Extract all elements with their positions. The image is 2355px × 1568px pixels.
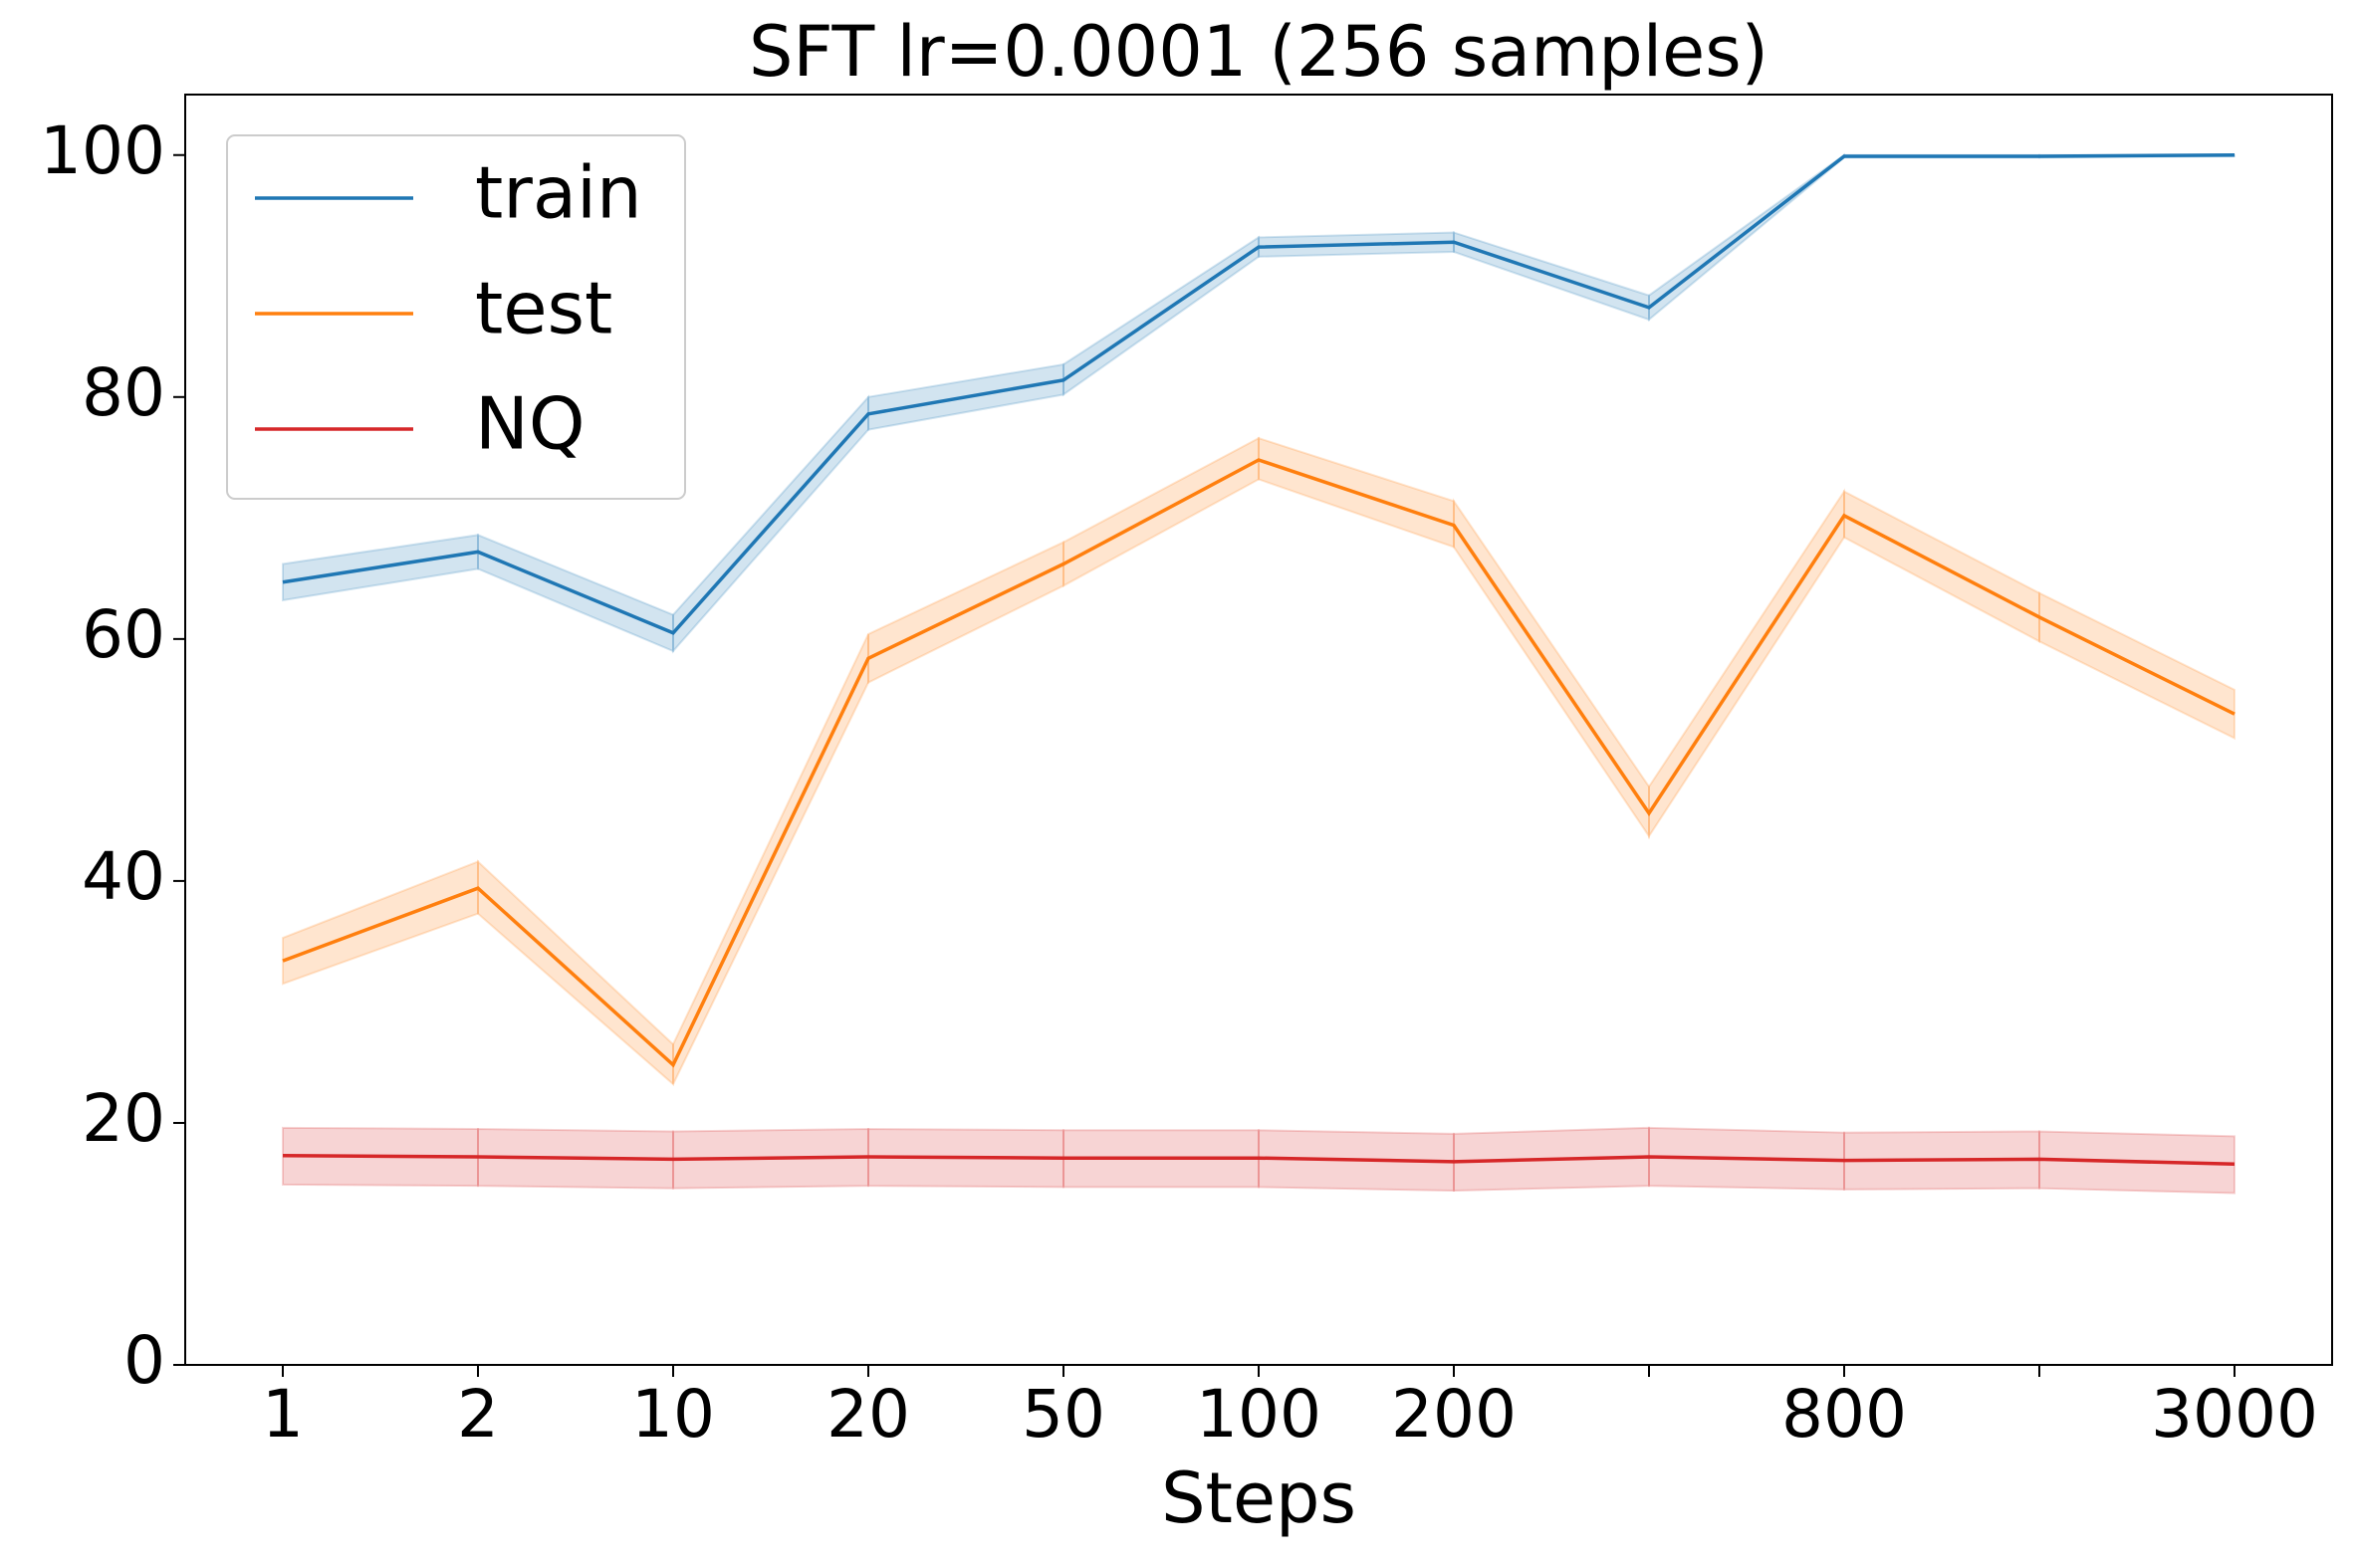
chart-title: SFT lr=0.0001 (256 samples) — [749, 11, 1768, 93]
plot-frame — [184, 94, 2333, 1366]
legend-box — [226, 134, 686, 500]
y-tick-label: 0 — [123, 1322, 165, 1399]
legend-label: train — [475, 151, 642, 235]
x-tick-label: 1 — [262, 1376, 304, 1453]
x-tick-label: 800 — [1781, 1376, 1907, 1453]
x-tick-label: 200 — [1391, 1376, 1517, 1453]
y-tick-label: 20 — [82, 1080, 165, 1157]
series-line — [282, 458, 2236, 1068]
legend-label: test — [475, 267, 612, 350]
legend-label: NQ — [475, 382, 586, 466]
y-tick-label: 60 — [82, 596, 165, 673]
confidence-band — [1062, 235, 1260, 397]
series-line — [282, 153, 2236, 635]
x-tick-label: 2 — [457, 1376, 499, 1453]
confidence-band — [477, 859, 674, 1087]
x-axis-label: Steps — [1161, 1457, 1356, 1539]
x-tick-label: 100 — [1196, 1376, 1321, 1453]
series-line — [282, 1154, 2236, 1167]
y-tick-label: 100 — [40, 112, 165, 189]
y-tick-label: 40 — [82, 838, 165, 915]
x-tick-label: 50 — [1022, 1376, 1105, 1453]
x-tick-label: 3000 — [2151, 1376, 2318, 1453]
y-tick-label: 80 — [82, 354, 165, 431]
x-tick-label: 20 — [826, 1376, 910, 1453]
x-tick-label: 10 — [631, 1376, 715, 1453]
